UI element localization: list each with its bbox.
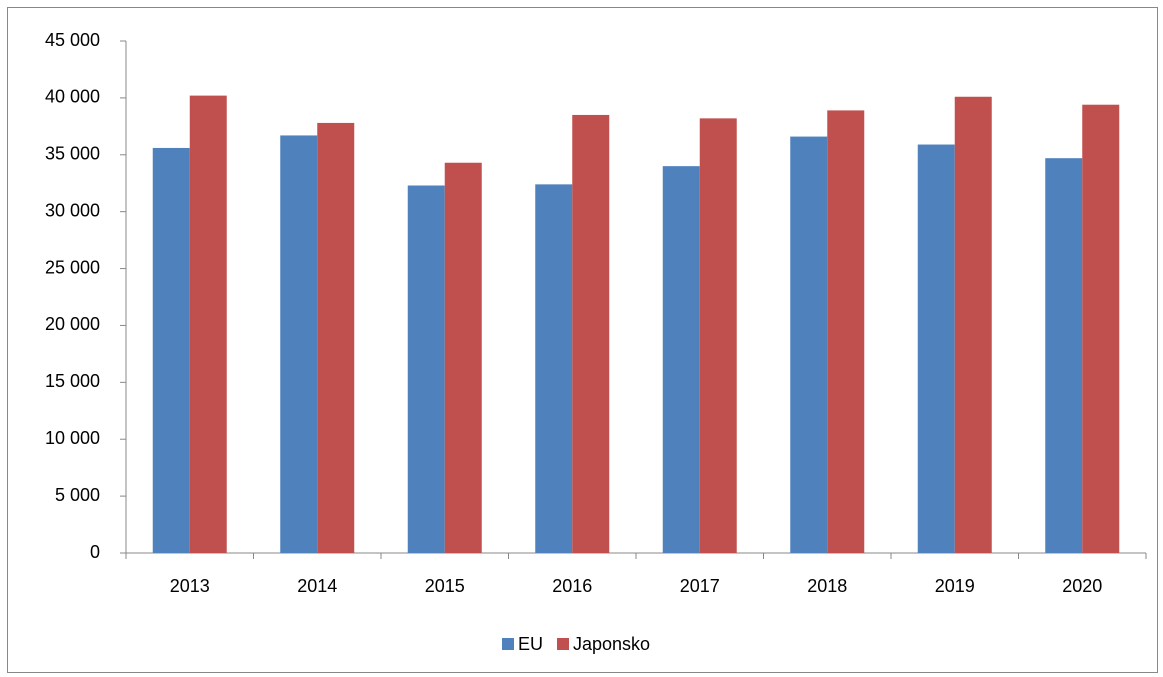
bar (280, 135, 318, 554)
y-tick-label: 45 000 (45, 30, 100, 50)
x-tick-label: 2018 (807, 576, 847, 596)
legend-label: Japonsko (573, 634, 650, 654)
y-tick-label: 20 000 (45, 314, 100, 334)
y-tick-label: 40 000 (45, 87, 100, 107)
bar (152, 147, 190, 553)
bar (827, 110, 865, 553)
x-tick-label: 2015 (425, 576, 465, 596)
bar (189, 95, 227, 553)
bar (572, 114, 610, 553)
bar (1082, 104, 1120, 554)
y-tick-label: 15 000 (45, 371, 100, 391)
bar (917, 144, 955, 553)
x-tick-label: 2019 (935, 576, 975, 596)
x-tick-label: 2016 (552, 576, 592, 596)
y-tick-label: 30 000 (45, 200, 100, 220)
y-tick-label: 10 000 (45, 428, 100, 448)
bar (662, 166, 700, 553)
legend-swatch (557, 638, 570, 650)
bar (790, 136, 828, 553)
bar (1045, 158, 1083, 554)
legend-label: EU (518, 634, 543, 654)
bar (699, 118, 737, 553)
bar (317, 122, 355, 554)
x-tick-label: 2014 (297, 576, 337, 596)
bar (535, 184, 573, 554)
bar (954, 96, 992, 554)
y-tick-label: 0 (90, 542, 100, 562)
y-tick-label: 35 000 (45, 144, 100, 164)
legend-swatch (502, 638, 514, 650)
y-tick-label: 25 000 (45, 257, 100, 277)
bar (407, 185, 445, 553)
x-tick-label: 2017 (680, 576, 720, 596)
y-tick-label: 5 000 (55, 485, 100, 505)
x-tick-label: 2020 (1062, 576, 1102, 596)
bar (444, 162, 482, 553)
x-tick-label: 2013 (170, 576, 210, 596)
